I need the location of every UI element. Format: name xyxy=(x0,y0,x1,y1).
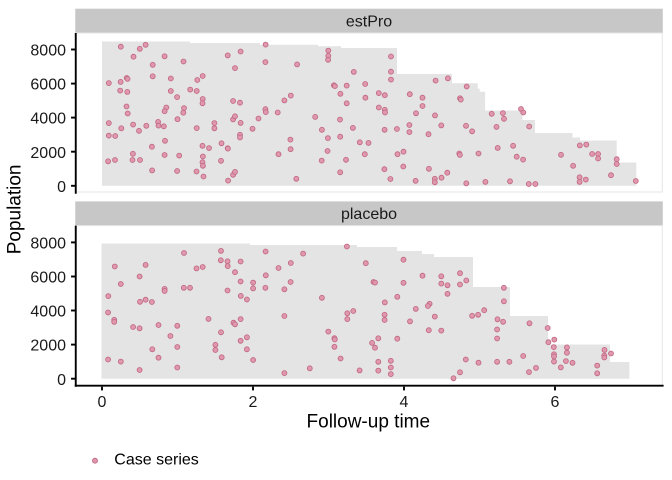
svg-text:Follow-up time: Follow-up time xyxy=(307,411,431,432)
svg-text:6000: 6000 xyxy=(30,270,66,287)
svg-text:0: 0 xyxy=(57,372,66,389)
svg-text:estPro: estPro xyxy=(346,14,392,31)
svg-text:6000: 6000 xyxy=(30,77,66,94)
svg-text:4000: 4000 xyxy=(30,111,66,128)
svg-text:2000: 2000 xyxy=(30,145,66,162)
svg-text:0: 0 xyxy=(57,179,66,196)
svg-text:Case series: Case series xyxy=(114,452,198,469)
svg-text:placebo: placebo xyxy=(341,206,397,223)
svg-text:4000: 4000 xyxy=(30,304,66,321)
svg-text:0: 0 xyxy=(98,394,107,411)
svg-text:4: 4 xyxy=(400,394,409,411)
svg-text:6: 6 xyxy=(551,394,560,411)
svg-text:8000: 8000 xyxy=(30,236,66,253)
svg-text:2: 2 xyxy=(249,394,258,411)
svg-text:2000: 2000 xyxy=(30,338,66,355)
svg-text:Population: Population xyxy=(4,165,25,255)
svg-text:8000: 8000 xyxy=(30,43,66,60)
